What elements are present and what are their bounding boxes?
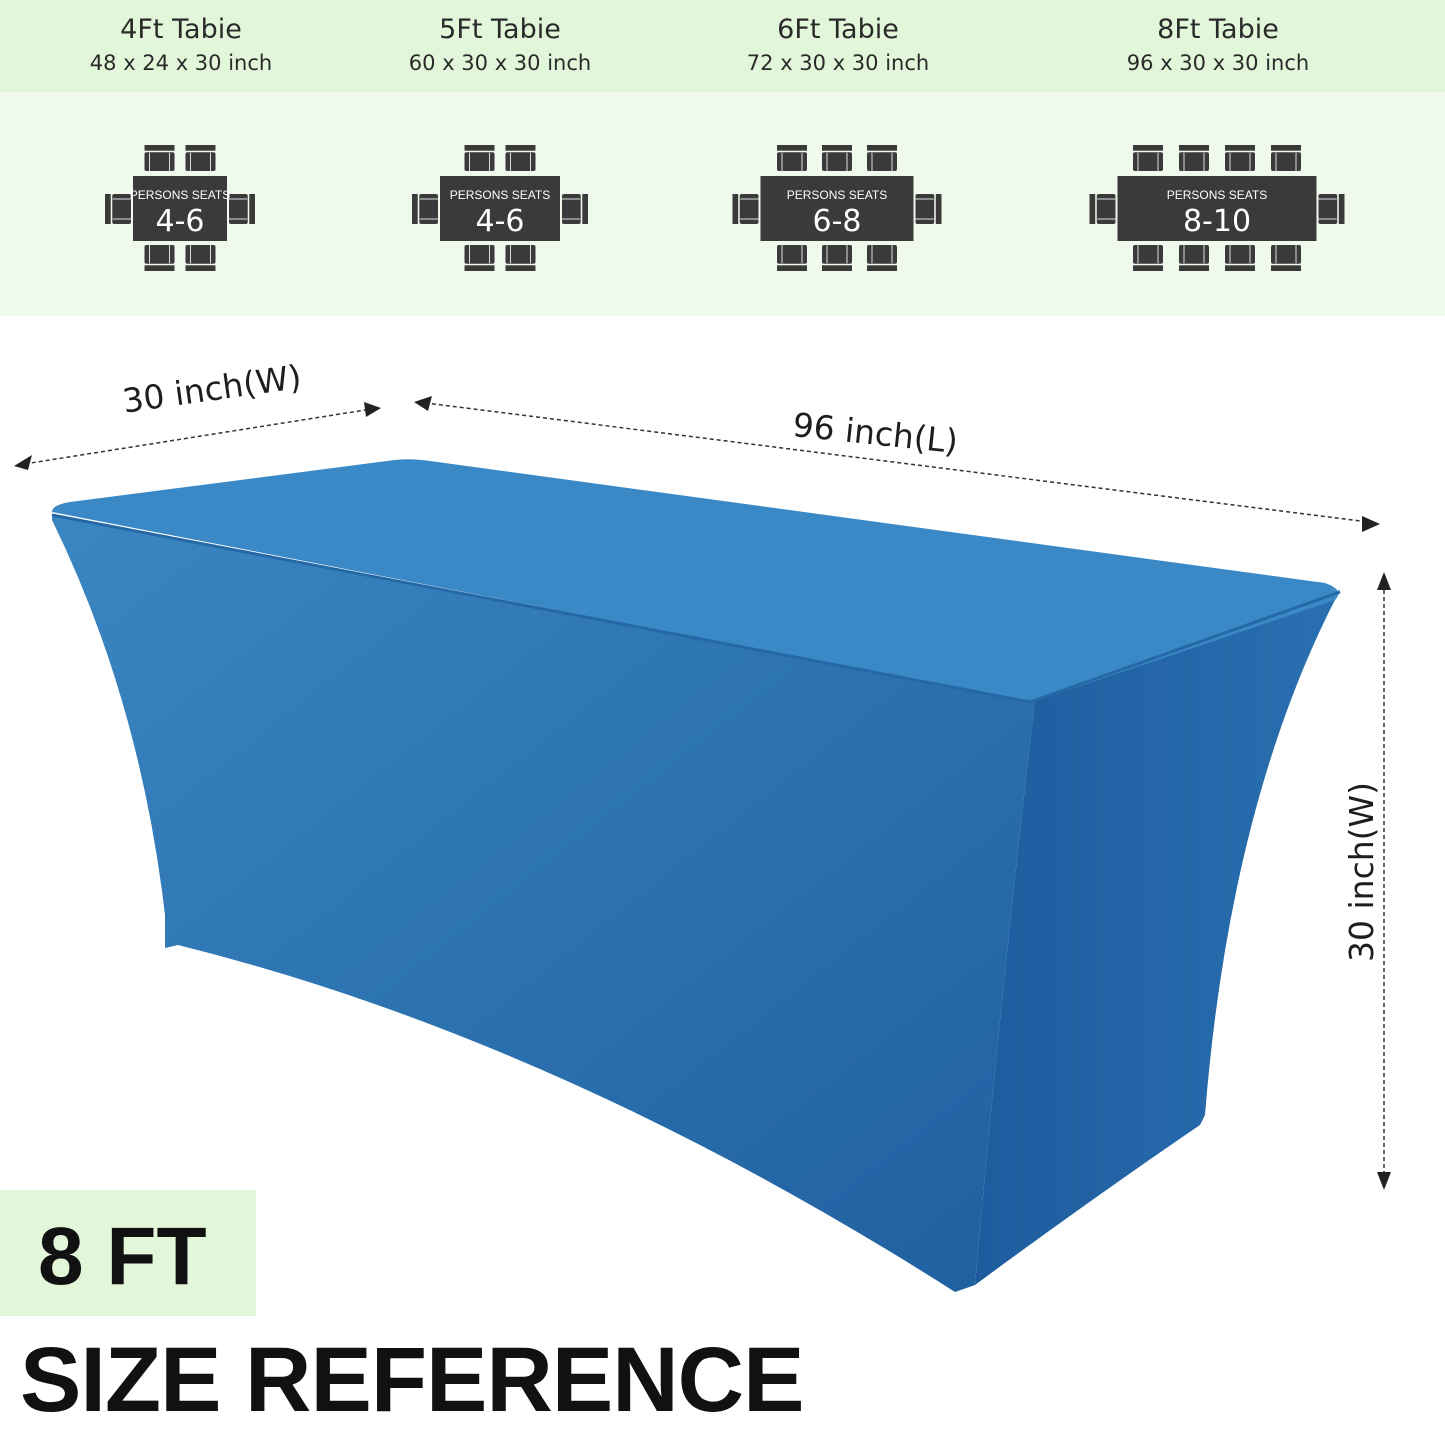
chair-icon — [867, 145, 897, 171]
cover-top-surface — [52, 459, 1339, 701]
seating-diagram: PERSONS SEATS 8-10 — [1089, 145, 1345, 271]
size-badge-text: 8 FT — [38, 1211, 207, 1302]
size-column-6ft: 6Ft Tabie 72 x 30 x 30 inch — [688, 12, 988, 78]
seats-count: 4-6 — [156, 204, 205, 239]
size-title: 8Ft Tabie — [1157, 14, 1279, 45]
page-heading: SIZE REFERENCE — [20, 1329, 804, 1431]
chair-icon — [412, 194, 438, 224]
seating-diagram: PERSONS SEATS 6-8 — [732, 145, 942, 271]
table-icon — [133, 176, 227, 241]
size-dimensions: 72 x 30 x 30 inch — [746, 51, 930, 75]
size-dimensions: 96 x 30 x 30 inch — [1126, 51, 1310, 75]
seats-label: PERSONS SEATS — [787, 188, 887, 202]
chair-icon — [185, 145, 216, 171]
size-header-band — [0, 0, 1445, 92]
chair-icon — [105, 194, 131, 224]
size-title: 4Ft Tabie — [120, 14, 242, 45]
seats-count: 6-8 — [813, 204, 862, 239]
chair-icon — [1179, 245, 1209, 271]
chair-icon — [505, 245, 536, 271]
chair-icon — [464, 145, 495, 171]
size-column-5ft: 5Ft Tabie 60 x 30 x 30 inch — [350, 12, 650, 78]
chair-icon — [144, 145, 175, 171]
size-dimensions: 60 x 30 x 30 inch — [408, 51, 592, 75]
table-icon — [440, 176, 560, 241]
chair-icon — [1089, 194, 1116, 224]
chair-icon — [777, 245, 807, 271]
size-title: 6Ft Tabie — [777, 14, 899, 45]
chair-icon — [185, 245, 216, 271]
seats-label: PERSONS SEATS — [1167, 188, 1267, 202]
size-column-4ft: 4Ft Tabie 48 x 24 x 30 inch — [31, 12, 331, 78]
seating-diagram: PERSONS SEATS 4-6 — [105, 145, 255, 271]
chair-icon — [1271, 245, 1301, 271]
table-icon — [1117, 176, 1317, 241]
chair-icon — [144, 245, 175, 271]
chair-icon — [505, 145, 536, 171]
chair-icon — [732, 194, 759, 224]
size-badge: 8 FT — [0, 1190, 256, 1316]
seating-diagram: PERSONS SEATS 4-6 — [412, 145, 588, 271]
size-dimensions: 48 x 24 x 30 inch — [89, 51, 273, 75]
chair-icon — [1225, 145, 1255, 171]
cover-side-face — [975, 590, 1340, 1285]
chair-icon — [1133, 145, 1163, 171]
seats-count: 8-10 — [1183, 204, 1251, 239]
chair-icon — [777, 145, 807, 171]
chair-icon — [1271, 145, 1301, 171]
seats-count: 4-6 — [476, 204, 525, 239]
chair-icon — [1318, 194, 1345, 224]
cover-front-face — [52, 515, 1035, 1292]
seats-label: PERSONS SEATS — [450, 188, 550, 202]
size-column-8ft: 8Ft Tabie 96 x 30 x 30 inch — [1068, 12, 1368, 78]
chair-icon — [562, 194, 588, 224]
table-icon — [760, 176, 914, 241]
chair-icon — [464, 245, 495, 271]
height-dimension-label: 30 inch(W) — [1342, 781, 1381, 962]
chair-icon — [822, 245, 852, 271]
size-title: 5Ft Tabie — [439, 14, 561, 45]
chair-icon — [915, 194, 942, 224]
chair-icon — [867, 245, 897, 271]
chair-icon — [1179, 145, 1209, 171]
chair-icon — [1225, 245, 1255, 271]
chair-icon — [1133, 245, 1163, 271]
chair-icon — [229, 194, 255, 224]
chair-icon — [822, 145, 852, 171]
seats-label: PERSONS SEATS — [130, 188, 230, 202]
